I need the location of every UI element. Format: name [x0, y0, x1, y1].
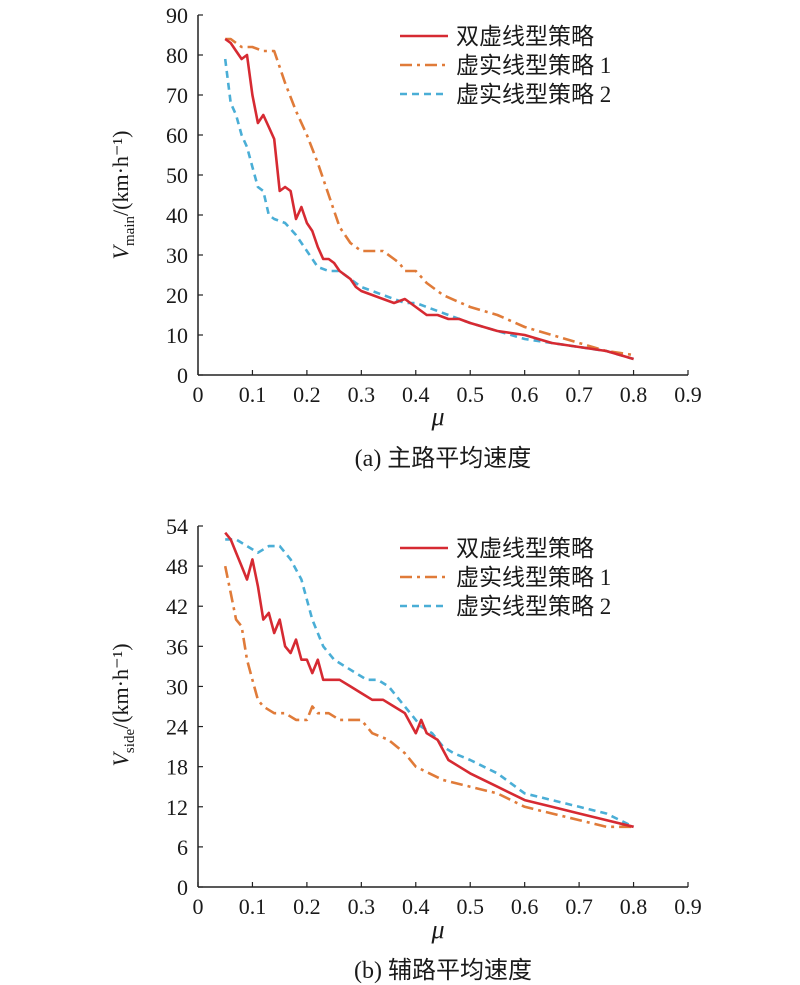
panel-b-y-label-sub: side [122, 729, 138, 754]
panel-b-x-tick-label: 0.1 [239, 894, 267, 919]
panel-b-y-label-unit: /(km·h⁻¹) [108, 643, 133, 728]
panel-a-x-tick-label: 0.9 [674, 382, 702, 407]
panel-a-y-label-sub: main [122, 215, 138, 245]
panel-a-y-tick-label: 20 [166, 283, 188, 308]
panel-b-x-tick-label: 0.8 [620, 894, 648, 919]
panel-a-x-tick-label: 0.2 [293, 382, 321, 407]
panel-a-y-tick-label: 0 [177, 363, 188, 388]
panel-b-y-tick-label: 0 [177, 875, 188, 900]
panel-b-y-tick-label: 54 [166, 514, 188, 539]
panel-b-caption: (b) 辅路平均速度 [354, 957, 532, 984]
panel-a-x-tick-label: 0.4 [402, 382, 430, 407]
panel-b-y-tick-label: 24 [166, 715, 188, 740]
panel-a-caption: (a) 主路平均速度 [355, 445, 532, 472]
panel-a-x-tick-label: 0.5 [456, 382, 484, 407]
panel-a-x-axis-label: μ [430, 402, 444, 431]
panel-b-y-axis-label: Vside/(km·h⁻¹) [108, 643, 138, 766]
panel-b-legend-label: 虚实线型策略 1 [456, 565, 611, 590]
panel-b-x-tick-label: 0.5 [456, 894, 484, 919]
panel-b: 0 0.1 0.2 0.3 0.4 0.5 0.6 0.7 0.8 0.9 0 6 12 18 24 30 36… [108, 514, 702, 984]
panel-b-y-tick-label: 48 [166, 554, 188, 579]
panel-a-plot: 0 0.1 0.2 0.3 0.4 0.5 0.6 0.7 0.8 0.9 0 10 20 30 40 50 6… [166, 3, 702, 407]
panel-a-legend-label: 双虚线型策略 [456, 24, 594, 49]
panel-a-series-line [225, 37, 634, 357]
panel-a-x-tick-label: 0.3 [348, 382, 376, 407]
panel-b-y-tick-label: 6 [177, 835, 188, 860]
panel-a-y-tick-label: 70 [166, 83, 188, 108]
panel-b-y-tick-label: 12 [166, 795, 188, 820]
panel-b-y-tick-label: 30 [166, 674, 188, 699]
panel-b-legend-label: 虚实线型策略 2 [456, 594, 611, 619]
panel-b-y-tick-label: 42 [166, 594, 188, 619]
panel-b-x-tick-label: 0.6 [511, 894, 539, 919]
panel-b-x-tick-label: 0.2 [293, 894, 321, 919]
panel-a-y-label-main: V [108, 243, 133, 259]
panel-b-legend-label: 双虚线型策略 [456, 536, 594, 561]
panel-b-series-line [223, 565, 634, 829]
panel-b-y-tick-label: 36 [166, 634, 188, 659]
panel-a-x-tick-label: 0.7 [565, 382, 593, 407]
panel-b-y-tick-label: 18 [166, 755, 188, 780]
panel-a-y-tick-label: 60 [166, 123, 188, 148]
panel-a-legend-label: 虚实线型策略 1 [456, 53, 611, 78]
panel-b-x-tick-label: 0.7 [565, 894, 593, 919]
panel-a-y-axis-label: Vmain/(km·h⁻¹) [108, 131, 138, 260]
panel-a-y-tick-label: 30 [166, 243, 188, 268]
panel-a-y-tick-label: 80 [166, 43, 188, 68]
panel-a-x-tick-label: 0.1 [239, 382, 267, 407]
panel-a: 0 0.1 0.2 0.3 0.4 0.5 0.6 0.7 0.8 0.9 0 10 20 30 40 50 6… [108, 3, 702, 472]
panel-a-x-tick-label: 0 [193, 382, 204, 407]
panel-a-series-line [224, 37, 634, 361]
panel-b-plot: 0 0.1 0.2 0.3 0.4 0.5 0.6 0.7 0.8 0.9 0 6 12 18 24 30 36… [166, 514, 702, 919]
panel-a-x-tick-label: 0.6 [511, 382, 539, 407]
panel-b-x-tick-label: 0.4 [402, 894, 430, 919]
panel-b-series-line [224, 531, 634, 829]
panel-a-y-tick-label: 40 [166, 203, 188, 228]
panel-a-y-label-unit: /(km·h⁻¹) [108, 131, 133, 216]
panel-a-y-tick-label: 10 [166, 323, 188, 348]
panel-b-x-tick-label: 0.3 [348, 894, 376, 919]
panel-a-legend-label: 虚实线型策略 2 [456, 82, 611, 107]
panel-b-x-tick-label: 0 [193, 894, 204, 919]
panel-b-x-tick-label: 0.9 [674, 894, 702, 919]
panel-b-y-label-main: V [108, 751, 133, 767]
panel-b-x-axis-label: μ [430, 915, 444, 944]
panel-a-x-tick-label: 0.8 [620, 382, 648, 407]
panel-a-y-tick-label: 50 [166, 163, 188, 188]
panel-a-y-tick-label: 90 [166, 3, 188, 28]
